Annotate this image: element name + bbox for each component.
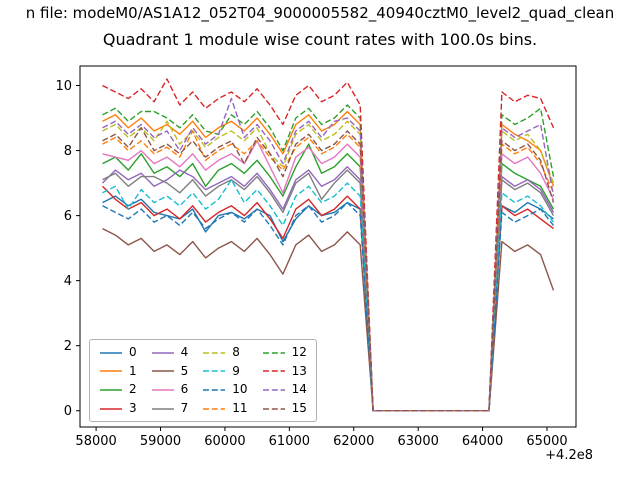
legend-label: 14 — [291, 382, 307, 397]
x-tick-label: 59000 — [140, 434, 181, 449]
x-tick-label: 62000 — [333, 434, 374, 449]
x-tick-label: 61000 — [269, 434, 310, 449]
x-tick-label: 60000 — [204, 434, 245, 449]
x-tick-label: 58000 — [75, 434, 116, 449]
legend-line-sample — [100, 407, 122, 410]
legend-item: 9 — [202, 364, 247, 380]
legend-label: 1 — [129, 363, 137, 378]
legend-item: 6 — [151, 382, 189, 398]
legend-line-sample — [203, 389, 226, 391]
legend-line-sample — [100, 370, 122, 373]
legend-item: 11 — [202, 400, 248, 417]
x-tick-label: 63000 — [398, 434, 439, 449]
legend-line-sample — [151, 351, 174, 354]
legend-item: 5 — [151, 363, 189, 380]
legend-label: 5 — [180, 363, 189, 378]
series-line — [102, 179, 555, 412]
legend-label: 3 — [129, 400, 137, 415]
y-tick-label: 10 — [55, 79, 72, 94]
legend-line-sample — [262, 370, 285, 373]
legend-line-sample — [203, 351, 226, 354]
legend-line-sample — [100, 389, 122, 391]
legend-box: 0 1 2 3 4 5 6 7 8 9 10 11 12 13 14 15 — [89, 339, 317, 423]
legend-line-sample — [151, 407, 174, 410]
legend-label: 2 — [129, 382, 137, 397]
legend-label: 6 — [180, 382, 189, 397]
series-line — [102, 127, 555, 412]
series-line — [102, 120, 555, 412]
legend-line-sample — [203, 370, 226, 373]
legend-line-sample — [262, 407, 285, 410]
axes-frame — [79, 65, 577, 428]
y-tick-label: 0 — [64, 404, 72, 419]
legend-label: 0 — [129, 345, 137, 359]
legend-item: 0 — [99, 345, 137, 361]
legend-item: 15 — [262, 401, 307, 417]
legend-item: 7 — [151, 400, 189, 417]
legend-label: 7 — [180, 400, 189, 415]
legend-label: 11 — [232, 400, 248, 415]
x-tick-label: 65000 — [526, 434, 567, 449]
legend-line-sample — [151, 389, 174, 391]
legend-item: 4 — [151, 345, 189, 361]
legend-label: 13 — [291, 363, 307, 378]
file-suptitle: n file: modeM0/AS1A12_052T04_9000005582_… — [25, 4, 615, 22]
legend-item: 12 — [262, 345, 307, 361]
legend-item: 1 — [99, 364, 137, 380]
legend-item: 2 — [99, 382, 137, 398]
legend-label: 10 — [232, 382, 248, 397]
y-tick-label: 8 — [64, 144, 72, 159]
legend-label: 4 — [180, 345, 189, 359]
x-tick-label: 64000 — [462, 434, 503, 449]
y-tick-label: 2 — [64, 339, 72, 354]
legend-label: 9 — [232, 363, 240, 378]
y-tick-label: 6 — [64, 209, 72, 224]
legend-item: 10 — [202, 382, 248, 398]
legend-label: 15 — [291, 400, 307, 415]
legend-label: 12 — [291, 345, 307, 359]
legend-item: 13 — [262, 364, 307, 380]
legend-line-sample — [262, 389, 285, 391]
legend-line-sample — [203, 407, 226, 410]
legend-label: 8 — [232, 345, 240, 359]
legend-line-sample — [151, 370, 174, 373]
x-axis-offset-text: +4.2e8 — [545, 448, 593, 463]
legend-line-sample — [100, 351, 122, 354]
legend-item: 3 — [99, 401, 137, 417]
legend-item: 8 — [202, 345, 247, 361]
legend-line-sample — [262, 351, 285, 354]
y-tick-label: 4 — [64, 274, 72, 289]
legend-item: 14 — [262, 382, 307, 398]
chart-title: Quadrant 1 module wise count rates with … — [102, 30, 538, 49]
